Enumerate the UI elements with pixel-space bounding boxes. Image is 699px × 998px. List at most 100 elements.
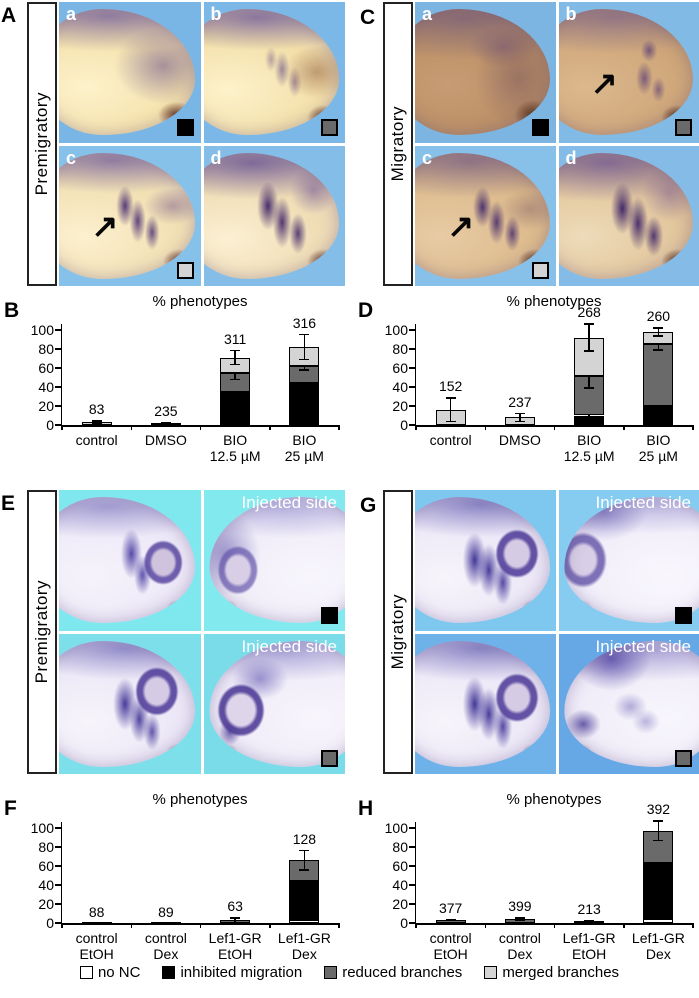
x-tick	[415, 425, 417, 430]
y-tick-label: 0	[400, 417, 408, 433]
panel-C: C Migratory a b ↗ c ↗ d	[354, 2, 699, 286]
y-tick-label: 20	[38, 896, 54, 912]
phenotype-marker-black	[176, 118, 194, 136]
y-tick	[55, 348, 61, 350]
embryo-image	[209, 640, 345, 767]
error-bar-cap	[91, 420, 102, 422]
error-bar-cap	[653, 327, 664, 329]
chart-title: % phenotypes	[152, 293, 248, 310]
y-tick-label: 100	[30, 322, 54, 338]
legend-item: reduced branches	[324, 964, 462, 981]
error-bar	[449, 397, 452, 423]
legend-item: merged branches	[484, 964, 619, 981]
error-bar	[588, 362, 590, 389]
error-bar-cap	[91, 422, 102, 425]
y-tick-label: 20	[392, 398, 408, 414]
category-label: control	[75, 432, 118, 448]
error-bar-cap	[653, 839, 664, 842]
x-tick	[415, 923, 417, 928]
x-tick	[623, 923, 625, 928]
error-bar-cap	[584, 350, 595, 352]
error-bar-cap	[299, 358, 310, 361]
legend-swatch	[324, 966, 338, 979]
phenotype-marker-black	[321, 606, 338, 624]
y-tick	[55, 424, 61, 426]
embryo-image	[59, 497, 195, 624]
embryo-image	[209, 497, 345, 624]
legend-label: merged branches	[502, 964, 620, 981]
error-bar	[303, 864, 306, 899]
error-bar-cap	[299, 849, 310, 852]
legend-label: reduced branches	[342, 964, 463, 981]
category-label: BIO 12.5 µM	[563, 432, 615, 464]
y-tick	[409, 405, 415, 407]
category-label: Lef1-GR EtOH	[208, 930, 262, 962]
tile-letter-label: b	[210, 4, 222, 24]
embryo-image-grid: a b ↗ c ↗ d	[415, 2, 699, 286]
error-bar	[303, 333, 306, 361]
count-label: 377	[438, 900, 463, 917]
phenotype-marker-black	[531, 118, 549, 136]
category-label: Lef1-GR Dex	[277, 930, 331, 962]
embryo-tile-C-a: a	[415, 2, 556, 143]
panel-E: E Premigratory Injected side Injected sid…	[0, 490, 345, 774]
error-bar	[95, 420, 98, 425]
error-bar-cap	[653, 349, 664, 351]
embryo-image	[564, 497, 699, 624]
embryo-tile-A-c: c ↗	[59, 145, 201, 286]
embryo-tile-G-4: Injected side	[558, 633, 699, 774]
y-tick	[409, 424, 415, 426]
count-label: 128	[292, 830, 317, 847]
chart-plot-area: 0 20 40 60 80 100 88 control EtOH 89 control Dex 6…	[0, 791, 345, 969]
row-label-box: Premigratory	[27, 490, 57, 774]
error-bar-cap	[230, 363, 241, 366]
y-tick	[409, 386, 415, 388]
count-label: 83	[88, 401, 105, 418]
panel-letter-D: D	[358, 299, 374, 322]
panel-F-chart: F % phenotypes 0 20 40 60 80 100 88 control EtO…	[0, 791, 345, 969]
y-tick-label: 0	[46, 417, 54, 433]
error-bar	[657, 337, 660, 351]
error-bar-cap	[653, 412, 664, 414]
chart-title: % phenotypes	[506, 293, 602, 310]
count-label: 260	[646, 308, 671, 325]
y-axis-line	[414, 822, 416, 923]
chart-plot-area: 0 20 40 60 80 100 152 control 237 DMSO 268 BIO 12.5…	[354, 293, 699, 471]
embryo-tile-E-4: Injected side	[203, 633, 345, 774]
y-tick	[409, 865, 415, 867]
legend-label: inhibited migration	[180, 964, 303, 981]
x-tick	[269, 425, 271, 430]
injected-side-label: Injected side	[595, 493, 691, 512]
y-tick	[409, 884, 415, 886]
injected-side-label: Injected side	[241, 493, 337, 512]
embryo-tile-E-2: Injected side	[203, 490, 345, 631]
y-tick-label: 0	[46, 915, 54, 931]
y-tick	[409, 846, 415, 848]
y-tick-label: 40	[392, 877, 408, 893]
legend-item: inhibited migration	[162, 964, 302, 981]
row-label-box: Migratory	[383, 2, 413, 286]
error-bar-cap	[584, 323, 595, 325]
embryo-image	[59, 152, 195, 279]
y-tick	[409, 367, 415, 369]
error-bar-cap	[445, 919, 456, 922]
category-label: DMSO	[144, 432, 187, 448]
y-tick	[409, 329, 415, 331]
y-axis-line	[414, 324, 416, 425]
chart-plot-area: 0 20 40 60 80 100 83 control 235 DMSO 311 BIO 12.5 …	[0, 293, 345, 471]
chart-plot-area: 0 20 40 60 80 100 377 control EtOH 399 control De…	[354, 791, 699, 969]
x-tick	[199, 425, 202, 430]
embryo-tile-C-d: d	[558, 145, 699, 286]
error-bar	[234, 349, 236, 366]
embryo-image-grid: a b c ↗ d	[59, 2, 345, 286]
count-label: 237	[508, 393, 532, 410]
count-label: 213	[577, 901, 601, 918]
error-bar-cap	[445, 420, 456, 423]
panel-letter-G: G	[360, 494, 377, 517]
y-tick-label: 60	[392, 858, 408, 874]
injected-side-label: Injected side	[241, 636, 337, 656]
count-label: 88	[88, 903, 105, 920]
phenotype-marker-dark_gray	[675, 118, 692, 136]
category-label: control Dex	[498, 930, 541, 962]
error-bar-cap	[230, 407, 241, 409]
